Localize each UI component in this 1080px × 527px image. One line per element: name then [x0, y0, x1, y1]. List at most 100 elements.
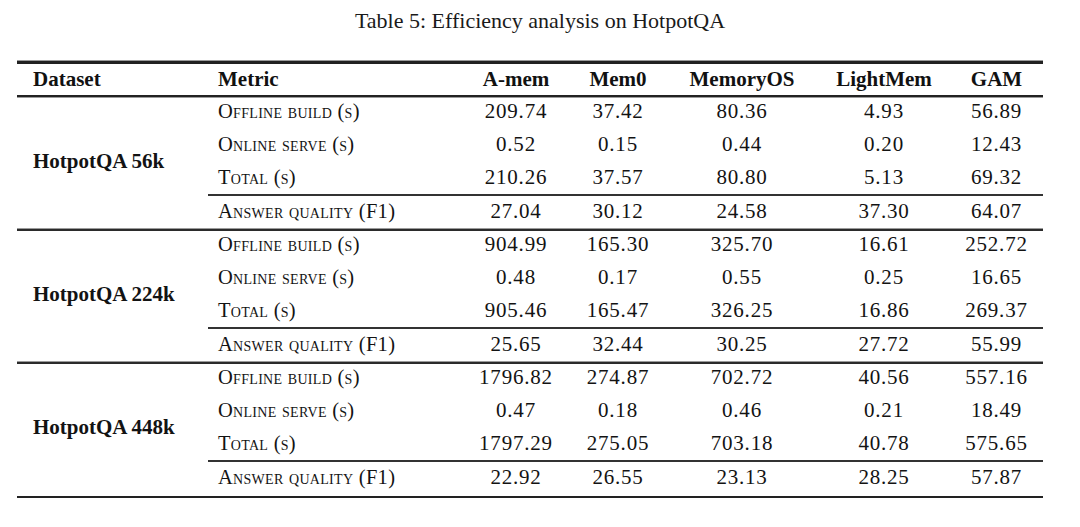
value-cell: 80.80 [666, 161, 818, 194]
dataset-group-56k: HotpotQA 56k Offline build (s) 209.74 37… [17, 95, 1043, 228]
value-cell: 0.52 [462, 128, 570, 161]
dataset-label: HotpotQA 56k [17, 95, 208, 228]
dataset-group-448k: HotpotQA 448k Offline build (s) 1796.82 … [17, 361, 1043, 494]
value-cell: 326.25 [666, 294, 818, 327]
metric-label: Answer quality (F1) [208, 194, 462, 228]
value-cell: 57.87 [950, 460, 1043, 494]
metric-label: Online serve (s) [208, 261, 462, 294]
column-header-mem0: Mem0 [570, 64, 666, 95]
value-cell: 274.87 [570, 361, 666, 394]
value-cell: 165.30 [570, 228, 666, 261]
value-cell: 18.49 [950, 394, 1043, 427]
metric-label: Online serve (s) [208, 128, 462, 161]
value-cell: 165.47 [570, 294, 666, 327]
group-separator-rule [17, 361, 1043, 364]
metric-label: Answer quality (F1) [208, 327, 462, 361]
column-header-dataset: Dataset [17, 64, 208, 95]
bottom-rule [17, 496, 1043, 498]
value-cell: 27.04 [462, 194, 570, 228]
column-header-gam: GAM [950, 64, 1043, 95]
table-row: HotpotQA 56k Offline build (s) 209.74 37… [17, 95, 1043, 128]
value-cell: 0.17 [570, 261, 666, 294]
efficiency-table: Dataset Metric A-mem Mem0 MemoryOS Light… [17, 64, 1043, 494]
metric-label: Total (s) [208, 161, 462, 194]
value-cell: 0.18 [570, 394, 666, 427]
value-cell: 22.92 [462, 460, 570, 494]
value-cell: 0.15 [570, 128, 666, 161]
value-cell: 25.65 [462, 327, 570, 361]
table-row: HotpotQA 224k Offline build (s) 904.99 1… [17, 228, 1043, 261]
value-cell: 16.61 [818, 228, 950, 261]
value-cell: 37.57 [570, 161, 666, 194]
value-cell: 0.55 [666, 261, 818, 294]
value-cell: 30.25 [666, 327, 818, 361]
value-cell: 703.18 [666, 427, 818, 460]
value-cell: 16.86 [818, 294, 950, 327]
value-cell: 702.72 [666, 361, 818, 394]
header-bottom-rule [17, 95, 1043, 98]
value-cell: 37.42 [570, 95, 666, 128]
value-cell: 557.16 [950, 361, 1043, 394]
value-cell: 80.36 [666, 95, 818, 128]
value-cell: 325.70 [666, 228, 818, 261]
value-cell: 28.25 [818, 460, 950, 494]
efficiency-table-wrapper: Dataset Metric A-mem Mem0 MemoryOS Light… [17, 64, 1043, 494]
cmidrule-group1 [208, 194, 1043, 196]
value-cell: 56.89 [950, 95, 1043, 128]
value-cell: 69.32 [950, 161, 1043, 194]
value-cell: 275.05 [570, 427, 666, 460]
value-cell: 0.47 [462, 394, 570, 427]
value-cell: 5.13 [818, 161, 950, 194]
value-cell: 0.48 [462, 261, 570, 294]
value-cell: 252.72 [950, 228, 1043, 261]
metric-label: Total (s) [208, 427, 462, 460]
value-cell: 0.44 [666, 128, 818, 161]
value-cell: 16.65 [950, 261, 1043, 294]
metric-label: Offline build (s) [208, 361, 462, 394]
value-cell: 27.72 [818, 327, 950, 361]
value-cell: 26.55 [570, 460, 666, 494]
metric-label: Total (s) [208, 294, 462, 327]
cmidrule-group2 [208, 327, 1043, 329]
table-caption: Table 5: Efficiency analysis on HotpotQA [0, 8, 1080, 34]
dataset-group-224k: HotpotQA 224k Offline build (s) 904.99 1… [17, 228, 1043, 361]
value-cell: 24.58 [666, 194, 818, 228]
column-header-memoryos: MemoryOS [666, 64, 818, 95]
cmidrule-group3 [208, 460, 1043, 462]
column-header-metric: Metric [208, 64, 462, 95]
header-row: Dataset Metric A-mem Mem0 MemoryOS Light… [17, 64, 1043, 95]
value-cell: 904.99 [462, 228, 570, 261]
value-cell: 40.56 [818, 361, 950, 394]
value-cell: 40.78 [818, 427, 950, 460]
value-cell: 0.20 [818, 128, 950, 161]
value-cell: 0.21 [818, 394, 950, 427]
dataset-label: HotpotQA 448k [17, 361, 208, 494]
metric-label: Online serve (s) [208, 394, 462, 427]
column-header-lightmem: LightMem [818, 64, 950, 95]
value-cell: 1797.29 [462, 427, 570, 460]
value-cell: 210.26 [462, 161, 570, 194]
value-cell: 905.46 [462, 294, 570, 327]
value-cell: 37.30 [818, 194, 950, 228]
metric-label: Offline build (s) [208, 95, 462, 128]
value-cell: 12.43 [950, 128, 1043, 161]
value-cell: 209.74 [462, 95, 570, 128]
value-cell: 0.25 [818, 261, 950, 294]
metric-label: Answer quality (F1) [208, 460, 462, 494]
value-cell: 30.12 [570, 194, 666, 228]
value-cell: 64.07 [950, 194, 1043, 228]
value-cell: 0.46 [666, 394, 818, 427]
value-cell: 269.37 [950, 294, 1043, 327]
metric-label: Offline build (s) [208, 228, 462, 261]
dataset-label: HotpotQA 224k [17, 228, 208, 361]
paper-table-page: Table 5: Efficiency analysis on HotpotQA… [0, 0, 1080, 527]
value-cell: 1796.82 [462, 361, 570, 394]
value-cell: 23.13 [666, 460, 818, 494]
top-rule [17, 60, 1043, 64]
column-header-a-mem: A-mem [462, 64, 570, 95]
value-cell: 575.65 [950, 427, 1043, 460]
value-cell: 32.44 [570, 327, 666, 361]
table-row: HotpotQA 448k Offline build (s) 1796.82 … [17, 361, 1043, 394]
value-cell: 55.99 [950, 327, 1043, 361]
value-cell: 4.93 [818, 95, 950, 128]
